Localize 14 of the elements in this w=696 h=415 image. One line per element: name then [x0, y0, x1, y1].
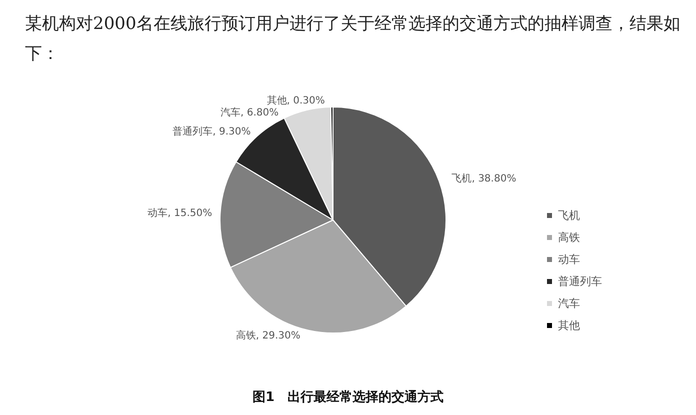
data-label: 普通列车, 9.30% — [172, 125, 251, 138]
data-label: 飞机, 38.80% — [452, 172, 516, 184]
legend-label: 普通列车 — [558, 275, 602, 288]
legend-label: 飞机 — [558, 209, 580, 222]
text: 某机构对2000名在线旅行预订用户进行了关于经常选择的交通方式的抽样调查，结果如下： — [25, 14, 680, 64]
legend-label: 其他 — [558, 319, 580, 332]
data-label: 高铁, 29.30% — [236, 330, 300, 342]
data-label: 动车, 15.50% — [148, 207, 212, 220]
legend-label: 汽车 — [558, 297, 580, 310]
legend-label: 动车 — [558, 253, 580, 266]
legend-label: 高铁 — [558, 231, 580, 244]
data-label: 汽车, 6.80% — [220, 106, 279, 119]
data-label: 其他, 0.30% — [266, 94, 325, 107]
text: 图1 出行最经常选择的交通方式 — [252, 389, 444, 405]
